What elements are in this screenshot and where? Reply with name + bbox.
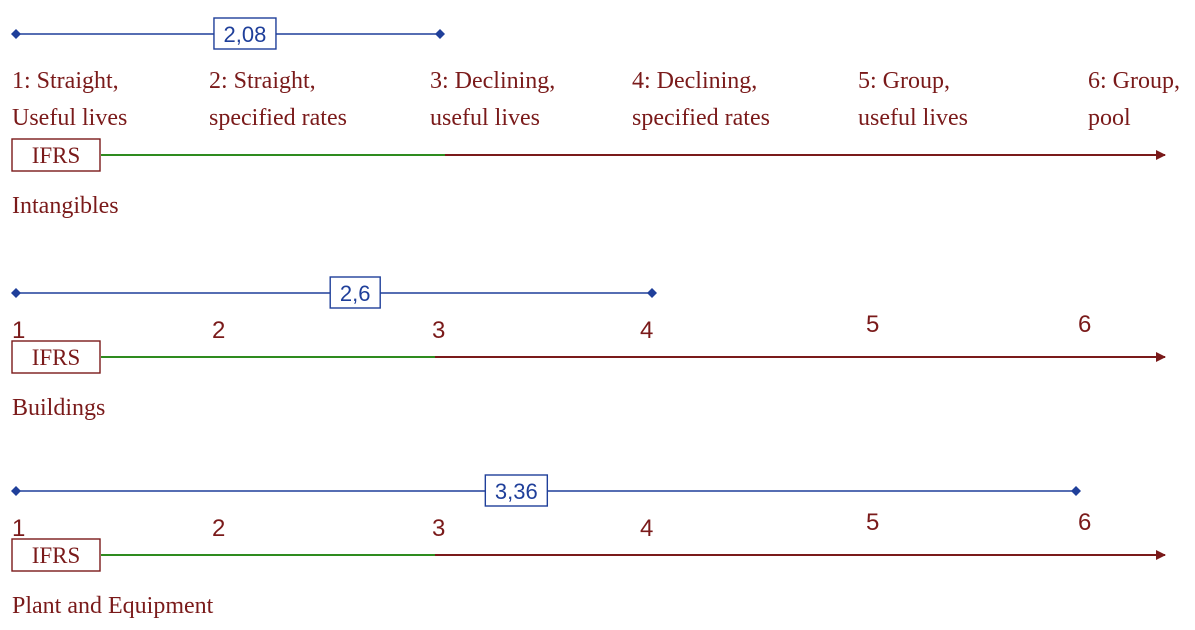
tick-label-2: 2 xyxy=(212,317,225,344)
method-label-1-line2: Useful lives xyxy=(12,105,127,131)
range-min-marker xyxy=(11,486,21,496)
category-label: Intangibles xyxy=(12,193,119,219)
average-value: 3,36 xyxy=(495,479,538,504)
ifrs-badge: IFRS xyxy=(11,340,101,374)
range-max-marker xyxy=(435,29,445,39)
ifrs-badge-label: IFRS xyxy=(32,345,81,370)
ifrs-badge: IFRS xyxy=(11,538,101,572)
tick-label-3: 3 xyxy=(432,317,445,344)
category-label: Plant and Equipment xyxy=(12,593,214,619)
tick-label-1: 1 xyxy=(12,317,25,344)
tick-label-5: 5 xyxy=(866,509,879,536)
tick-label-4: 4 xyxy=(640,515,653,542)
method-label-5-line2: useful lives xyxy=(858,105,968,131)
method-label-2-line1: 2: Straight, xyxy=(209,68,316,94)
panel-intangibles: 2,08 1: Straight, Useful lives 2: Straight,… xyxy=(11,17,1180,219)
method-label-3-line2: useful lives xyxy=(430,105,540,131)
ifrs-badge-frame xyxy=(11,340,101,374)
method-label-1-line1: 1: Straight, xyxy=(12,68,119,94)
method-label-4-line1: 4: Declining, xyxy=(632,68,757,94)
average-value: 2,6 xyxy=(340,281,371,306)
panel-plant-and-equipment: 3,36 1 2 3 4 5 6 IFRS Plant and Equipment xyxy=(11,474,1166,619)
range-min-marker xyxy=(11,288,21,298)
tick-label-6: 6 xyxy=(1078,509,1091,536)
method-label-2-line2: specified rates xyxy=(209,105,347,131)
average-value: 2,08 xyxy=(224,22,267,47)
ifrs-badge-frame xyxy=(11,138,101,172)
tick-label-3: 3 xyxy=(432,515,445,542)
tick-label-4: 4 xyxy=(640,317,653,344)
range-min-marker xyxy=(11,29,21,39)
method-label-6-line1: 6: Group, xyxy=(1088,68,1180,94)
average-box-frame xyxy=(484,474,549,507)
average-box-frame xyxy=(213,17,277,50)
average-box-frame xyxy=(329,276,381,309)
average-box: 3,36 xyxy=(484,474,549,507)
average-box: 2,08 xyxy=(213,17,277,50)
method-label-5-line1: 5: Group, xyxy=(858,68,950,94)
tick-label-2: 2 xyxy=(212,515,225,542)
ifrs-badge-frame xyxy=(11,538,101,572)
ifrs-badge-label: IFRS xyxy=(32,543,81,568)
ifrs-badge-label: IFRS xyxy=(32,143,81,168)
panel-buildings: 2,6 1 2 3 4 5 6 IFRS Buildings xyxy=(11,276,1166,421)
category-label: Buildings xyxy=(12,395,105,421)
average-box: 2,6 xyxy=(329,276,381,309)
tick-label-5: 5 xyxy=(866,311,879,338)
range-max-marker xyxy=(647,288,657,298)
method-label-4-line2: specified rates xyxy=(632,105,770,131)
range-max-marker xyxy=(1071,486,1081,496)
tick-label-6: 6 xyxy=(1078,311,1091,338)
method-label-3-line1: 3: Declining, xyxy=(430,68,555,94)
ifrs-badge: IFRS xyxy=(11,138,101,172)
method-label-6-line2: pool xyxy=(1088,105,1131,131)
tick-label-1: 1 xyxy=(12,515,25,542)
